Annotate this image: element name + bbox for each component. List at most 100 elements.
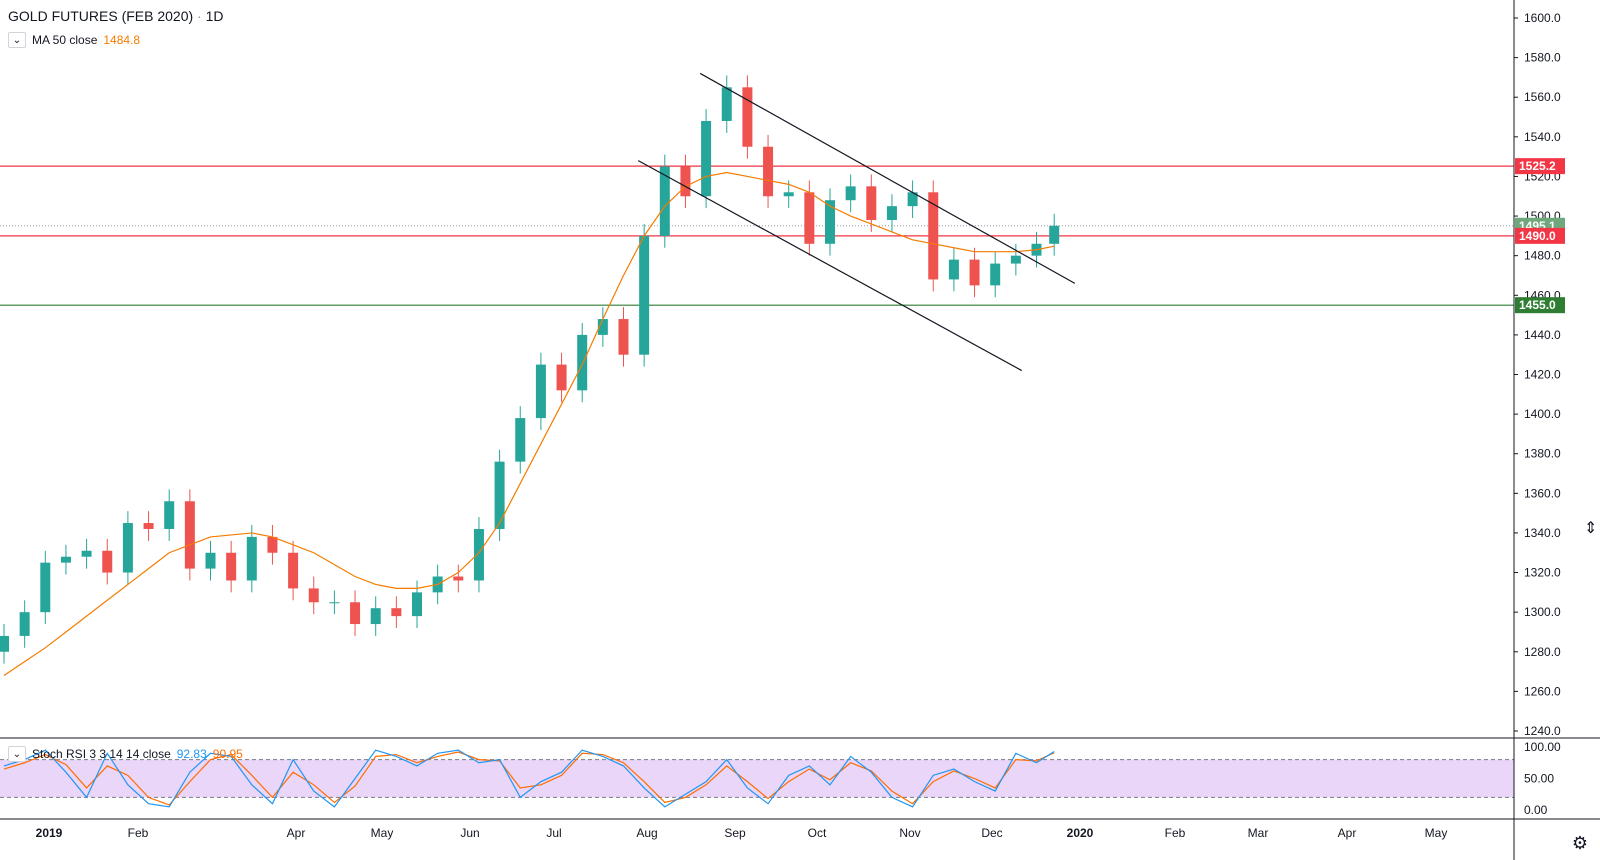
candle-body xyxy=(391,608,402,617)
candle-body xyxy=(19,612,30,636)
stoch-tick-label: 50.00 xyxy=(1524,772,1554,786)
collapse-stoch-button[interactable]: ⌄ xyxy=(8,746,26,762)
price-tick-label: 1600.0 xyxy=(1524,11,1561,25)
time-axis-label: 2019 xyxy=(36,826,63,840)
candle-body xyxy=(969,259,980,286)
candle-body xyxy=(907,192,918,207)
candle-body xyxy=(639,235,650,355)
time-axis-label: Aug xyxy=(636,826,657,840)
candle-body xyxy=(0,635,9,652)
candle-body xyxy=(948,259,959,280)
ma-label[interactable]: MA 50 close xyxy=(32,33,98,47)
candle-body xyxy=(597,319,608,335)
candle-body xyxy=(783,192,794,197)
channel-upper-line xyxy=(699,72,1076,284)
chevron-down-icon: ⌄ xyxy=(12,748,22,760)
candle-body xyxy=(659,166,670,236)
time-axis-label: Jun xyxy=(460,826,479,840)
price-tick-label: 1340.0 xyxy=(1524,526,1561,540)
time-axis-label: Oct xyxy=(808,826,827,840)
candle-body xyxy=(866,186,877,221)
price-tick-label: 1280.0 xyxy=(1524,645,1561,659)
candle-body xyxy=(350,602,361,625)
candle-body xyxy=(453,576,464,581)
candle-body xyxy=(1049,225,1060,244)
candle-body xyxy=(577,334,588,391)
stoch-legend: ⌄ Stoch RSI 3 3 14 14 close 92.83 90.95 xyxy=(8,746,243,762)
price-tick-label: 1360.0 xyxy=(1524,486,1561,500)
price-tick-label: 1380.0 xyxy=(1524,447,1561,461)
candle-body xyxy=(680,166,691,197)
time-axis-label: 2020 xyxy=(1067,826,1094,840)
time-axis-label: Mar xyxy=(1248,826,1269,840)
candle-body xyxy=(329,602,340,604)
resize-cursor-icon: ⇕ xyxy=(1584,520,1598,537)
stoch-d-line xyxy=(3,751,1055,806)
candle-body xyxy=(1010,255,1021,264)
header-separator: · xyxy=(197,8,202,24)
ma-value: 1484.8 xyxy=(103,33,141,47)
candle-body xyxy=(81,550,92,557)
stoch-d-value: 90.95 xyxy=(212,747,243,761)
candle-body xyxy=(763,146,774,197)
candle-body xyxy=(412,592,422,617)
price-tick-label: 1260.0 xyxy=(1524,684,1561,698)
chart-header: GOLD FUTURES (FEB 2020) · 1D xyxy=(8,8,224,24)
time-axis-label: Feb xyxy=(128,826,149,840)
price-tick-label: 1240.0 xyxy=(1524,724,1561,738)
stoch-pane xyxy=(0,749,1514,808)
price-tick-label: 1420.0 xyxy=(1524,368,1561,382)
candle-body xyxy=(886,206,897,221)
price-tick-label: 1540.0 xyxy=(1524,130,1561,144)
symbol-title[interactable]: GOLD FUTURES (FEB 2020) xyxy=(8,8,194,24)
channel-lower-line xyxy=(637,160,1023,372)
price-label-text: 1490.0 xyxy=(1519,229,1556,243)
stoch-tick-label: 100.00 xyxy=(1524,740,1561,754)
candle-body xyxy=(226,552,237,581)
candle-body xyxy=(40,562,51,613)
price-tick-label: 1560.0 xyxy=(1524,90,1561,104)
stoch-band xyxy=(0,759,1514,798)
collapse-legend-button[interactable]: ⌄ xyxy=(8,32,26,48)
stoch-k-value: 92.83 xyxy=(176,747,207,761)
candle-body xyxy=(370,608,381,625)
candle-body xyxy=(267,536,278,553)
interval-label[interactable]: 1D xyxy=(205,8,224,24)
price-tick-label: 1480.0 xyxy=(1524,249,1561,263)
time-axis-label: Jul xyxy=(546,826,561,840)
time-axis-label: Feb xyxy=(1165,826,1186,840)
candle-body xyxy=(164,501,175,529)
price-label-badge xyxy=(1515,227,1565,244)
candle-body xyxy=(804,192,815,244)
price-label-badge xyxy=(1515,158,1565,175)
price-label-text: 1525.2 xyxy=(1519,159,1556,173)
candle-body xyxy=(515,418,526,462)
candle-body xyxy=(742,87,753,147)
candle-body xyxy=(701,120,712,197)
ma-legend: ⌄ MA 50 close 1484.8 xyxy=(8,32,140,48)
candle-body xyxy=(246,536,257,581)
time-axis-label: Dec xyxy=(981,826,1002,840)
settings-gear-icon[interactable]: ⚙ xyxy=(1571,833,1588,853)
candle-body xyxy=(143,523,154,529)
candle-body xyxy=(845,186,856,201)
candle-body xyxy=(102,550,113,573)
price-pane xyxy=(0,72,1514,677)
time-axis-label: Apr xyxy=(287,826,306,840)
candle-body xyxy=(825,200,835,244)
price-label-badge xyxy=(1515,297,1565,314)
candle-body xyxy=(990,263,1001,286)
time-axis-label: May xyxy=(371,826,394,840)
candle-body xyxy=(308,588,319,603)
candle-body xyxy=(618,319,629,355)
candle-body xyxy=(721,87,732,121)
price-tick-label: 1440.0 xyxy=(1524,328,1561,342)
candle-body xyxy=(122,523,133,573)
stoch-label[interactable]: Stoch RSI 3 3 14 14 close xyxy=(32,747,171,761)
candle-body xyxy=(288,552,299,589)
price-tick-label: 1320.0 xyxy=(1524,566,1561,580)
candle-body xyxy=(928,192,939,280)
price-tick-label: 1580.0 xyxy=(1524,51,1561,65)
